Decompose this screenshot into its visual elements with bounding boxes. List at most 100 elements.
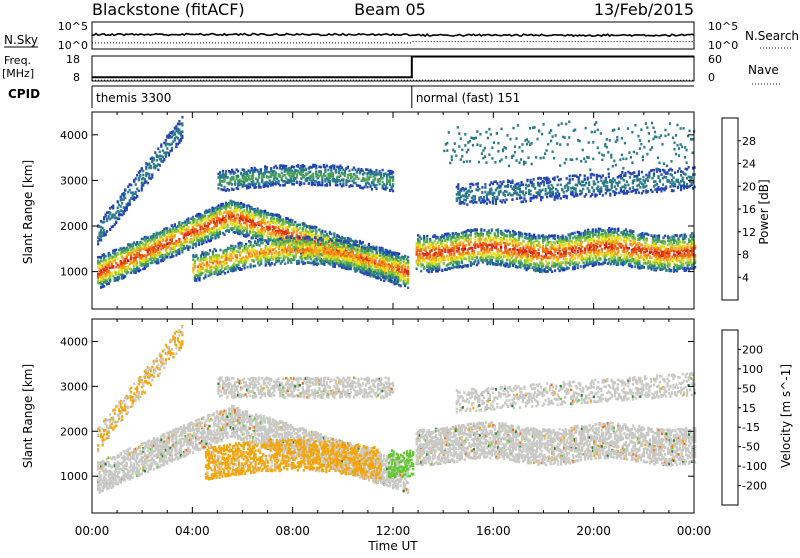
power-cell (223, 225, 225, 228)
power-cell (120, 196, 122, 199)
power-cell (303, 182, 305, 185)
power-cell (341, 251, 343, 254)
power-cell (106, 230, 108, 233)
power-cell (111, 272, 113, 275)
power-cell (274, 243, 276, 246)
power-cell (269, 239, 271, 242)
power-cell (221, 267, 223, 270)
power-cell (368, 244, 370, 247)
power-cell (326, 255, 328, 258)
power-cell (265, 263, 267, 266)
power-cell (397, 279, 399, 282)
power-cell (150, 167, 152, 170)
power-cell (174, 133, 176, 136)
power-cell (335, 171, 337, 174)
power-cell (261, 179, 263, 182)
power-cell (324, 230, 326, 233)
power-cell (138, 179, 140, 182)
power-cell (203, 263, 205, 266)
date-title: 13/Feb/2015 (594, 0, 694, 19)
power-cell (127, 259, 129, 262)
power-cell (404, 255, 406, 258)
power-cell (198, 279, 200, 282)
power-cell (300, 234, 302, 237)
power-cell (397, 276, 399, 279)
nave-tick-bottom: 0 (708, 71, 715, 84)
power-cell (400, 262, 402, 265)
power-cell (264, 230, 266, 233)
power-cell (172, 255, 174, 258)
power-cell (236, 254, 238, 257)
power-cell (181, 137, 183, 140)
power-cell (350, 262, 352, 265)
power-cell (157, 147, 159, 150)
power-cell (255, 186, 257, 189)
power-cell (275, 223, 277, 226)
power-cell (289, 239, 291, 242)
power-cell (358, 257, 360, 260)
power-cell (178, 238, 180, 241)
power-cell (290, 236, 292, 239)
power-cell (135, 177, 137, 180)
power-cell (290, 261, 292, 264)
power-cell (163, 158, 165, 161)
power-cell (239, 254, 241, 257)
power-cell (222, 203, 224, 206)
power-cell (407, 256, 409, 259)
power-cell (201, 267, 203, 270)
power-cell (388, 251, 390, 254)
power-cell (236, 217, 238, 220)
power-cell (321, 181, 323, 184)
power-cell (147, 182, 149, 185)
power-cell (210, 269, 212, 272)
power-cell (274, 263, 276, 266)
power-cell (237, 214, 239, 217)
power-cell (112, 265, 114, 268)
power-cell (232, 257, 234, 260)
power-cell (370, 249, 372, 252)
power-cell (404, 266, 406, 269)
power-cell (300, 183, 302, 186)
power-cell (397, 262, 399, 265)
power-cell (246, 230, 248, 233)
power-cell (207, 253, 209, 256)
power-cell (234, 180, 236, 183)
power-cell (244, 251, 246, 254)
power-cell (157, 258, 159, 261)
power-cell (166, 147, 168, 150)
power-cell (166, 238, 168, 241)
power-cell (220, 212, 222, 215)
power-cell (256, 253, 258, 256)
power-cell (211, 237, 213, 240)
power-cell (315, 232, 317, 235)
power-cell (222, 170, 224, 173)
power-cell (129, 189, 131, 192)
power-heatmap (97, 116, 696, 289)
nsky-line (92, 34, 694, 37)
station-title: Blackstone (fitACF) (92, 0, 245, 19)
power-cell (162, 238, 164, 241)
power-cell (271, 252, 273, 255)
power-cell (178, 142, 180, 145)
power-cell (324, 175, 326, 178)
power-cell (321, 230, 323, 233)
power-cell (105, 234, 107, 237)
power-cell (126, 207, 128, 210)
power-cell (154, 151, 156, 154)
power-cell (364, 255, 366, 258)
power-cell (138, 190, 140, 193)
power-cell (159, 238, 161, 241)
power-cell (266, 166, 268, 169)
power-cell (318, 181, 320, 184)
power-cell (120, 205, 122, 208)
power-cell (233, 251, 235, 254)
power-cell (219, 233, 221, 236)
power-cell (260, 168, 262, 171)
power-cell (249, 186, 251, 189)
power-cell (251, 254, 253, 257)
power-cell (327, 235, 329, 238)
power-cell (353, 248, 355, 251)
beam-title: Beam 05 (354, 0, 426, 19)
power-cell (365, 265, 367, 268)
power-cell (226, 226, 228, 229)
